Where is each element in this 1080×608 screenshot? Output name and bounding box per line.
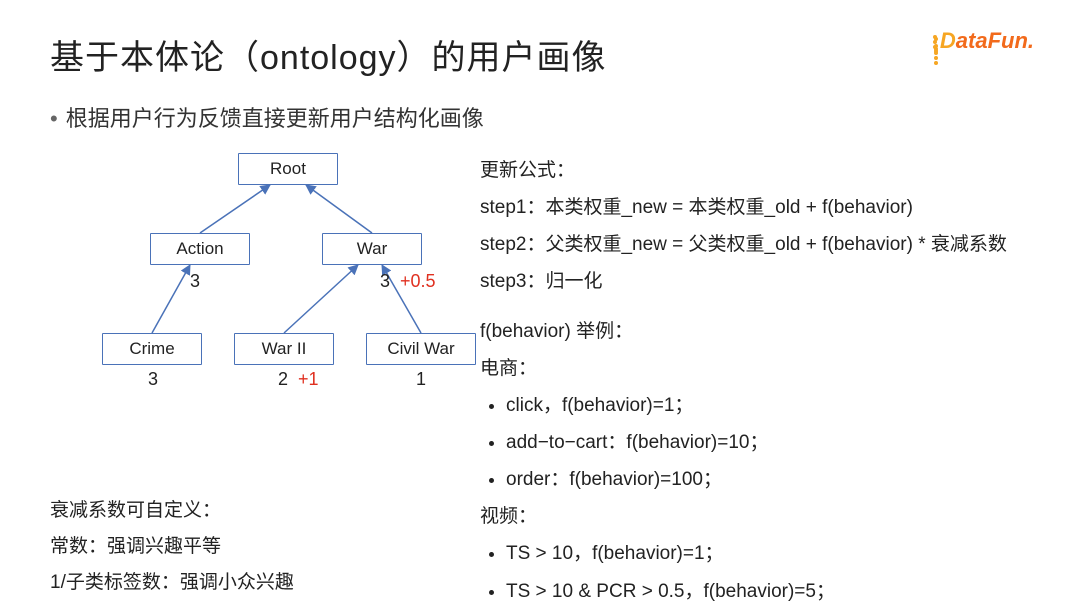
ecom-list: click，f(behavior)=1； add−to−cart：f(behav… (506, 388, 1030, 497)
right-column: 更新公式： step1：本类权重_new = 本类权重_old + f(beha… (480, 153, 1030, 608)
logo-dots-icon (932, 34, 938, 50)
subtitle-text: 根据用户行为反馈直接更新用户结构化画像 (66, 106, 484, 131)
content-row: Root Action War Crime War II Civil War 3… (50, 153, 1030, 608)
edge-crime-action (152, 265, 190, 333)
behavior-heading: f(behavior) 举例： (480, 314, 1030, 349)
page-title: 基于本体论（ontology）的用户画像 (50, 30, 1030, 79)
notes-line2: 常数：强调兴趣平等 (50, 529, 480, 565)
node-war2: War II (234, 333, 334, 365)
list-item: TS > 10 & PCR > 0.5，f(behavior)=5； (506, 574, 1030, 608)
list-item: click，f(behavior)=1； (506, 388, 1030, 423)
notes-line3: 1/子类标签数：强调小众兴趣 (50, 565, 480, 601)
video-label: 视频： (480, 499, 1030, 534)
node-crime: Crime (102, 333, 202, 365)
slide: DataFun. 基于本体论（ontology）的用户画像 • 根据用户行为反馈直… (0, 0, 1080, 608)
list-item: TS > 10，f(behavior)=1； (506, 536, 1030, 571)
left-column: Root Action War Crime War II Civil War 3… (50, 153, 480, 608)
node-civil: Civil War (366, 333, 476, 365)
edge-war-root (306, 185, 372, 233)
weight-war2-delta: +1 (298, 369, 319, 389)
formula-step2: step2：父类权重_new = 父类权重_old + f(behavior) … (480, 227, 1030, 262)
logo-text-a: D (940, 28, 956, 53)
list-item: order：f(behavior)=100； (506, 462, 1030, 497)
brand-logo: DataFun. (932, 28, 1034, 54)
bullet-icon: • (50, 106, 58, 131)
weight-war2-value: 2 (278, 369, 288, 389)
logo-text-b: ataFun. (956, 28, 1034, 53)
tree-edges (50, 153, 480, 433)
weight-war: 3 +0.5 (380, 271, 436, 292)
weight-civil: 1 (416, 369, 426, 390)
node-action: Action (150, 233, 250, 265)
notes-line1: 衰减系数可自定义： (50, 493, 480, 529)
edge-war2-war (284, 265, 358, 333)
node-root: Root (238, 153, 338, 185)
weight-war-delta: +0.5 (400, 271, 436, 291)
ontology-tree: Root Action War Crime War II Civil War 3… (50, 153, 480, 433)
weight-action: 3 (190, 271, 200, 292)
weight-crime: 3 (148, 369, 158, 390)
ecom-label: 电商： (480, 351, 1030, 386)
formula-step1: step1：本类权重_new = 本类权重_old + f(behavior) (480, 190, 1030, 225)
video-list: TS > 10，f(behavior)=1； TS > 10 & PCR > 0… (506, 536, 1030, 608)
edge-action-root (200, 185, 270, 233)
subtitle: • 根据用户行为反馈直接更新用户结构化画像 (50, 101, 1030, 133)
list-item: add−to−cart：f(behavior)=10； (506, 425, 1030, 460)
decay-notes: 衰减系数可自定义： 常数：强调兴趣平等 1/子类标签数：强调小众兴趣 (50, 493, 480, 601)
weight-war2: 2 +1 (278, 369, 319, 390)
formula-step3: step3：归一化 (480, 264, 1030, 299)
node-war: War (322, 233, 422, 265)
formula-heading: 更新公式： (480, 153, 1030, 188)
weight-war-value: 3 (380, 271, 390, 291)
